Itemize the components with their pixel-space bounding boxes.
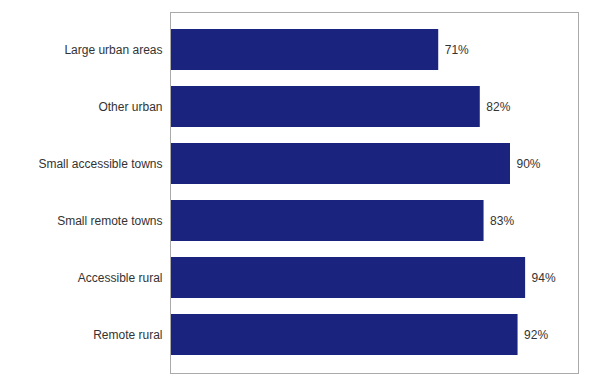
svg-text:92%: 92%: [524, 328, 548, 342]
svg-text:90%: 90%: [517, 157, 541, 171]
svg-text:82%: 82%: [486, 100, 510, 114]
svg-text:Accessible rural: Accessible rural: [78, 271, 163, 285]
svg-text:71%: 71%: [445, 43, 469, 57]
svg-text:83%: 83%: [490, 214, 514, 228]
svg-text:94%: 94%: [532, 271, 556, 285]
svg-text:Other urban: Other urban: [98, 100, 162, 114]
svg-text:Remote rural: Remote rural: [93, 328, 162, 342]
svg-text:Small accessible towns: Small accessible towns: [38, 157, 162, 171]
svg-text:Small remote towns: Small remote towns: [57, 214, 162, 228]
svg-text:Large urban areas: Large urban areas: [64, 43, 162, 57]
